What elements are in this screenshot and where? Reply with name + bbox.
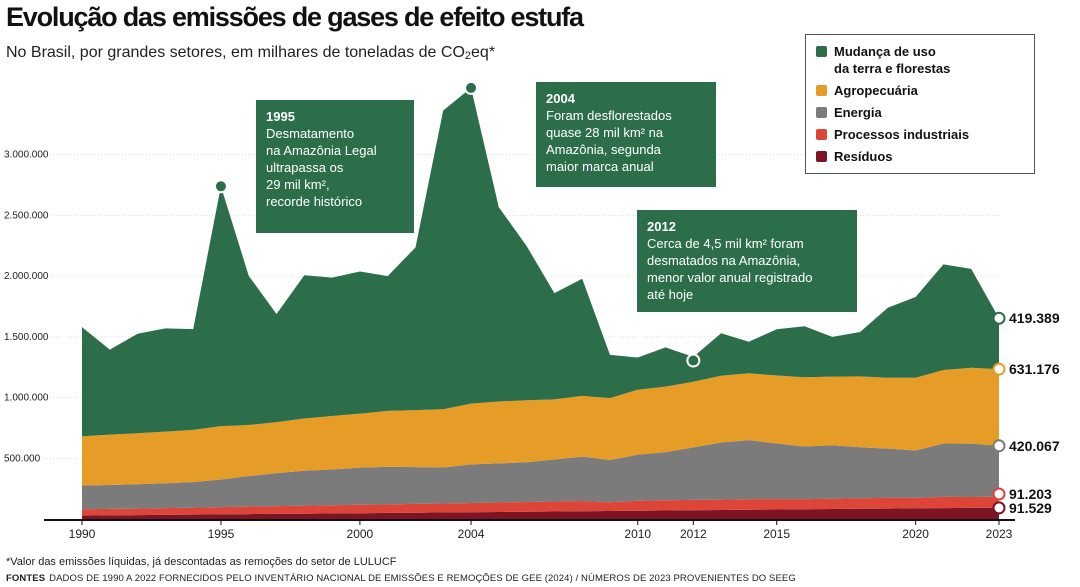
chart-title: Evolução das emissões de gases de efeito… (6, 2, 584, 32)
y-tick-label: 2.000.000 (4, 271, 49, 282)
x-tick-label: 2000 (347, 527, 374, 541)
end-marker (992, 362, 1006, 376)
callout-2012: 2012 Cerca de 4,5 mil km² foram desmatad… (637, 210, 857, 312)
y-tick-label: 3.000.000 (4, 150, 49, 161)
legend-swatch (816, 151, 827, 162)
chart-legend: Mudança de uso da terra e florestas Agrop… (805, 34, 1035, 174)
legend-swatch (816, 85, 827, 96)
x-tick-label: 2004 (458, 527, 485, 541)
legend-label: Agropecuária (834, 83, 918, 98)
legend-item: Agropecuária (816, 82, 1024, 99)
sources-text: DADOS DE 1990 A 2022 FORNECIDOS PELO INV… (49, 573, 796, 584)
callout-2004: 2004 Foram desflorestados quase 28 mil k… (536, 82, 716, 187)
legend-swatch (816, 129, 827, 140)
legend-item: Mudança de uso da terra e florestas (816, 43, 1024, 77)
callout-1995-text: Desmatamento na Amazônia Legal ultrapass… (266, 126, 377, 209)
footnote: *Valor das emissões líquidas, já descont… (6, 556, 397, 568)
axes: 1990 1995 2000 2004 2010 2012 2015 2020 2023 (44, 519, 1015, 541)
callout-2004-year: 2004 (546, 91, 575, 106)
sources-label: FONTES (6, 573, 46, 584)
end-marker (992, 487, 1006, 501)
legend-label: Energia (834, 105, 882, 120)
area-series (82, 87, 999, 519)
end-value-label: 91.529 (1009, 500, 1052, 516)
area-agropecu-ria (82, 367, 999, 486)
callout-1995: 1995 Desmatamento na Amazônia Legal ultr… (256, 100, 414, 233)
end-marker (992, 439, 1006, 453)
end-marker (992, 311, 1006, 325)
end-value-label: 419.389 (1009, 310, 1060, 326)
legend-label: Processos industriais (834, 127, 970, 142)
end-marker (992, 501, 1006, 515)
chart-subtitle: No Brasil, por grandes setores, em milha… (6, 44, 495, 62)
x-tick-label: 1995 (208, 527, 235, 541)
y-tick-label: 1.500.000 (4, 332, 49, 343)
legend-item: Processos industriais (816, 126, 1024, 143)
area-energia (82, 440, 999, 510)
callout-marker (686, 353, 701, 368)
legend-label: Resíduos (834, 149, 893, 164)
area-mudan-a-de-uso-da-terra-e-florestas (82, 87, 999, 437)
callout-1995-year: 1995 (266, 109, 295, 124)
x-tick-label: 2015 (763, 527, 790, 541)
end-value-label: 631.176 (1009, 361, 1060, 377)
x-tick-label: 2012 (680, 527, 707, 541)
end-value-label: 420.067 (1009, 438, 1060, 454)
x-tick-label: 1990 (69, 527, 96, 541)
end-value-label: 91.203 (1009, 486, 1052, 502)
legend-swatch (816, 46, 827, 57)
y-tick-label: 500.000 (4, 453, 41, 464)
callout-2004-text: Foram desflorestados quase 28 mil km² na… (546, 108, 672, 174)
subtitle-text: No Brasil, por grandes setores, em milha… (6, 44, 465, 61)
legend-item: Energia (816, 104, 1024, 121)
x-tick-label: 2020 (902, 527, 929, 541)
y-tick-label: 1.000.000 (4, 393, 49, 404)
area-processos-industriais (82, 496, 999, 516)
legend-swatch (816, 107, 827, 118)
subtitle-suffix: eq* (471, 44, 496, 61)
area-res-duos (82, 507, 999, 519)
callout-marker (464, 80, 479, 95)
callout-2012-text: Cerca de 4,5 mil km² foram desmatados na… (647, 236, 813, 302)
legend-item: Resíduos (816, 148, 1024, 165)
legend-label: Mudança de uso da terra e florestas (834, 44, 951, 76)
y-tick-label: 2.500.000 (4, 210, 49, 221)
x-tick-label: 2023 (986, 527, 1013, 541)
sources-note: FONTES DADOS DE 1990 A 2022 FORNECIDOS PE… (6, 573, 796, 584)
callout-marker (213, 179, 228, 194)
callout-2012-year: 2012 (647, 219, 676, 234)
subtitle-subscript: 2 (464, 50, 472, 62)
x-tick-label: 2010 (624, 527, 651, 541)
